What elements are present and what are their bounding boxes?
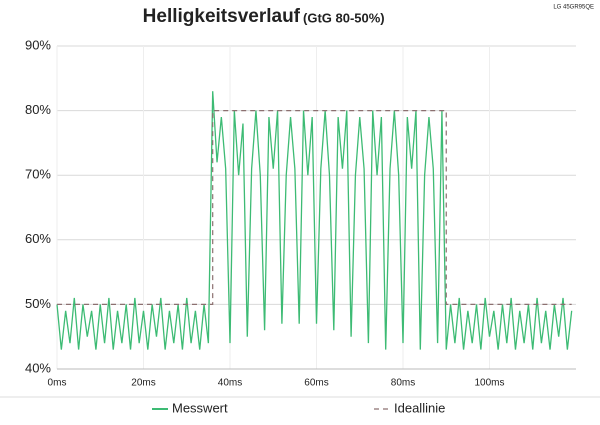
legend-label: Messwert <box>172 400 228 415</box>
x-tick-label: 80ms <box>391 378 415 389</box>
chart-title: Helligkeitsverlauf <box>143 6 301 27</box>
y-tick-label: 90% <box>25 37 51 52</box>
y-tick-label: 60% <box>25 231 51 246</box>
annotation: LG 45GR95QE <box>553 5 594 11</box>
x-tick-label: 100ms <box>474 378 504 389</box>
y-tick-label: 80% <box>25 102 51 117</box>
y-tick-label: 40% <box>25 360 51 375</box>
x-tick-label: 0ms <box>48 378 67 389</box>
data-line <box>57 110 572 305</box>
x-tick-label: 20ms <box>131 378 155 389</box>
y-tick-label: 70% <box>25 167 51 182</box>
data-line <box>56 91 573 350</box>
x-tick-label: 60ms <box>304 378 328 389</box>
x-tick-label: 40ms <box>218 378 242 389</box>
chart-subtitle: (GtG 80-50%) <box>303 10 385 25</box>
legend-label: Ideallinie <box>394 400 445 415</box>
y-tick-label: 50% <box>25 296 51 311</box>
